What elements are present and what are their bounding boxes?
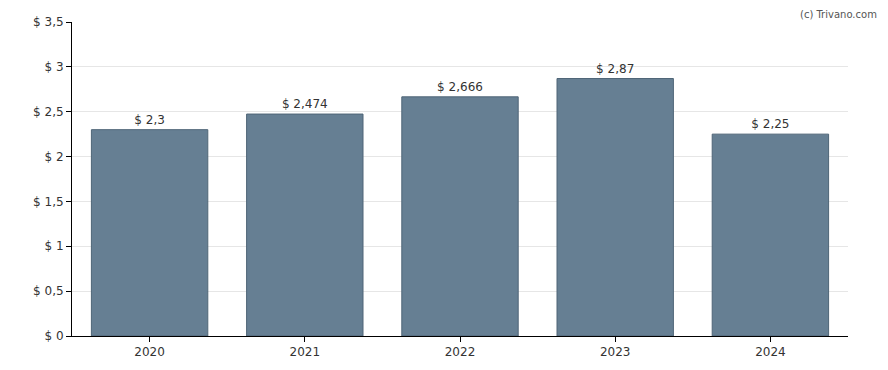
svg-text:$ 0: $ 0 [45, 329, 64, 343]
svg-text:$ 2: $ 2 [45, 150, 64, 164]
svg-text:2023: 2023 [600, 345, 631, 359]
svg-text:2021: 2021 [290, 345, 321, 359]
svg-text:2024: 2024 [755, 345, 786, 359]
svg-text:$ 0,5: $ 0,5 [33, 284, 64, 298]
svg-text:$ 2,87: $ 2,87 [596, 62, 634, 76]
svg-text:$ 1: $ 1 [45, 239, 64, 253]
svg-text:$ 2,666: $ 2,666 [437, 80, 483, 94]
svg-text:$ 1,5: $ 1,5 [33, 195, 64, 209]
svg-text:$ 3,5: $ 3,5 [33, 15, 64, 29]
svg-text:$ 3: $ 3 [45, 60, 64, 74]
svg-text:$ 2,3: $ 2,3 [134, 113, 165, 127]
svg-text:(c) Trivano.com: (c) Trivano.com [800, 9, 877, 20]
svg-text:2020: 2020 [134, 345, 165, 359]
svg-text:2022: 2022 [445, 345, 476, 359]
svg-text:$ 2,25: $ 2,25 [751, 117, 789, 131]
svg-text:$ 2,5: $ 2,5 [33, 105, 64, 119]
svg-text:$ 2,474: $ 2,474 [282, 97, 328, 111]
